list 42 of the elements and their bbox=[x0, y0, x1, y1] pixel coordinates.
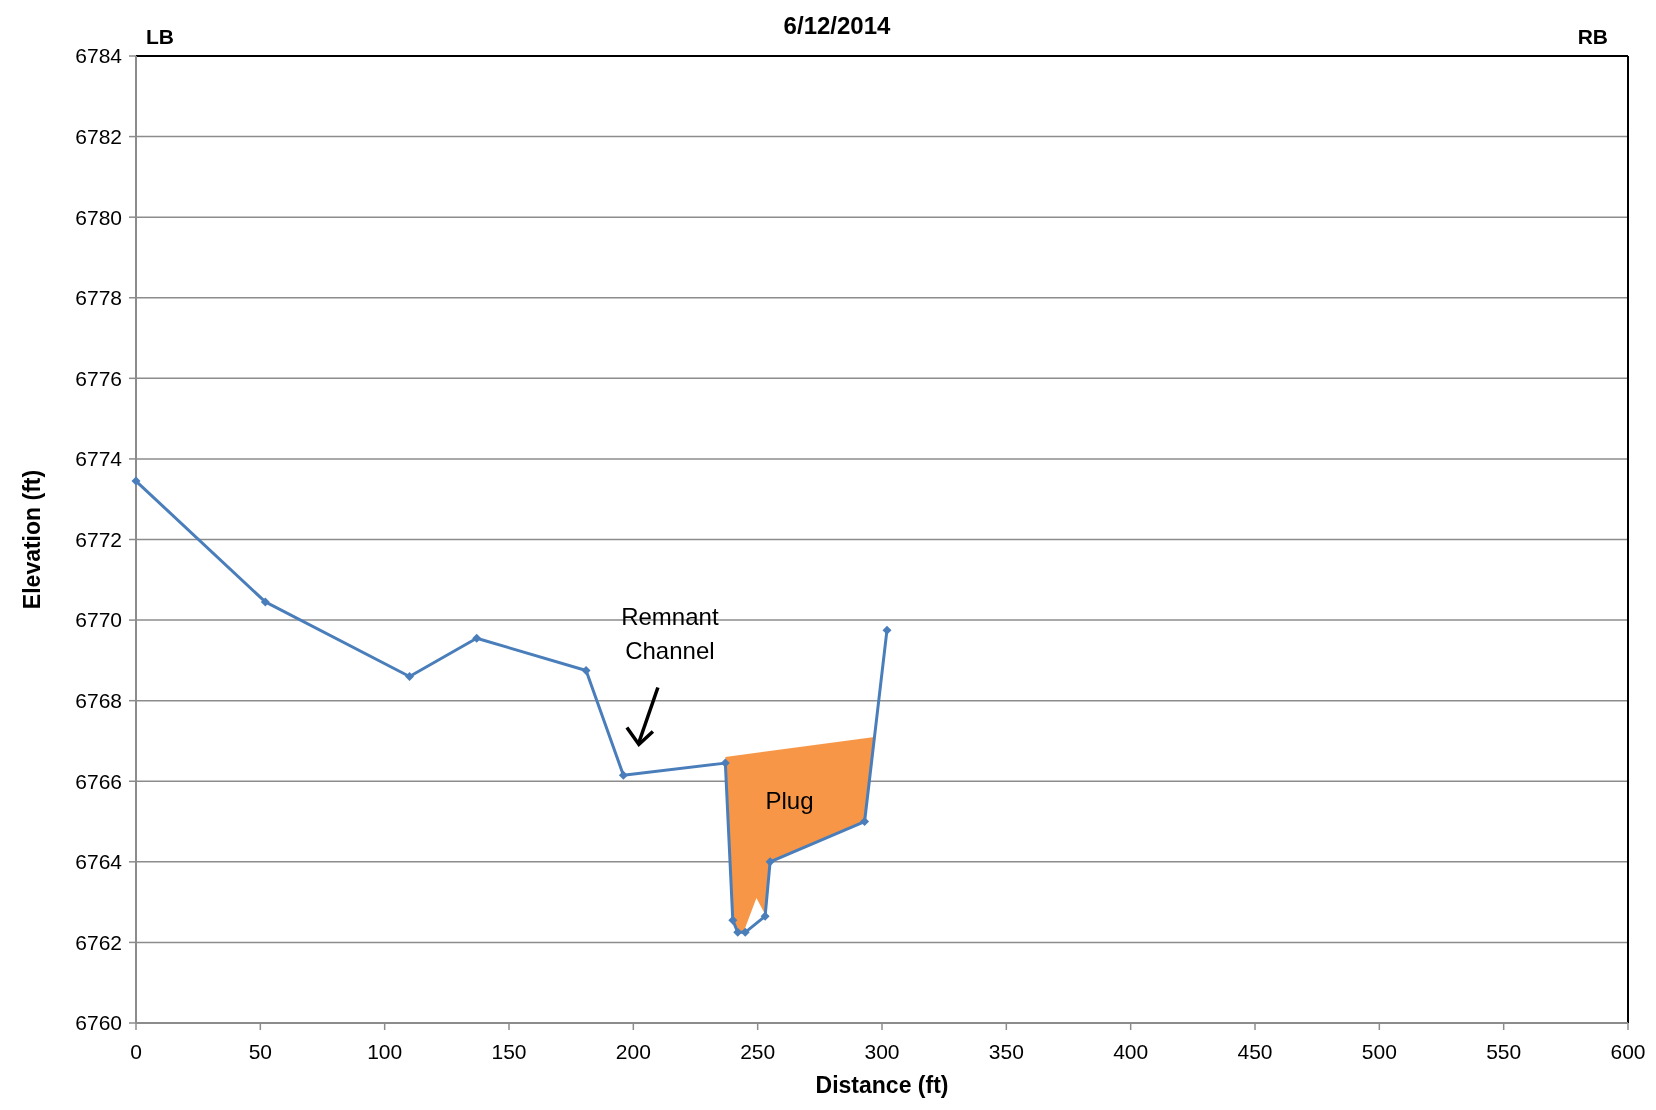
x-tick-label: 150 bbox=[491, 1040, 527, 1063]
x-tick-label: 600 bbox=[1610, 1040, 1646, 1063]
annotation: Plug bbox=[765, 786, 814, 814]
x-tick-label: 250 bbox=[740, 1040, 776, 1063]
x-tick-label: 400 bbox=[1113, 1040, 1149, 1063]
x-tick-label: 50 bbox=[248, 1040, 273, 1063]
x-axis-title: Distance (ft) bbox=[815, 1072, 949, 1098]
y-tick-label: 6780 bbox=[75, 205, 122, 229]
x-tick-label: 550 bbox=[1486, 1040, 1522, 1063]
y-tick-label: 6772 bbox=[75, 527, 122, 551]
point bbox=[765, 857, 775, 867]
y-tick-label: 6770 bbox=[75, 608, 122, 632]
point bbox=[472, 633, 482, 643]
annotation: Remnant Channel bbox=[621, 603, 719, 665]
y-tick-label: 6784 bbox=[75, 44, 123, 68]
x-tick-label: 500 bbox=[1361, 1040, 1397, 1063]
x-tick-label: 0 bbox=[130, 1040, 142, 1063]
y-tick-label: 6766 bbox=[75, 769, 122, 793]
x-tick-label: 350 bbox=[988, 1040, 1024, 1063]
y-tick-label: 6774 bbox=[75, 447, 123, 471]
x-tick-label: 300 bbox=[864, 1040, 900, 1063]
point bbox=[618, 770, 628, 780]
y-tick-label: 6782 bbox=[75, 124, 122, 148]
x-tick-label: 450 bbox=[1237, 1040, 1273, 1063]
x-tick-label: 100 bbox=[367, 1040, 403, 1063]
point bbox=[405, 671, 415, 681]
y-tick-label: 6764 bbox=[75, 850, 123, 874]
point bbox=[860, 817, 870, 827]
point bbox=[581, 665, 591, 675]
x-tick-label: 200 bbox=[615, 1040, 651, 1063]
y-tick-label: 6778 bbox=[75, 286, 122, 310]
y-tick-label: 6760 bbox=[75, 1011, 122, 1035]
text: LB bbox=[146, 25, 174, 48]
text: RB bbox=[1577, 25, 1608, 48]
y-tick-label: 6762 bbox=[75, 930, 122, 954]
chart-title: 6/12/2014 bbox=[783, 12, 892, 39]
y-tick-label: 6776 bbox=[75, 366, 122, 390]
point bbox=[131, 476, 141, 486]
point bbox=[260, 597, 270, 607]
y-tick-label: 6768 bbox=[75, 689, 122, 713]
point bbox=[882, 625, 892, 635]
y-axis-title: Elevation (ft) bbox=[19, 469, 45, 610]
